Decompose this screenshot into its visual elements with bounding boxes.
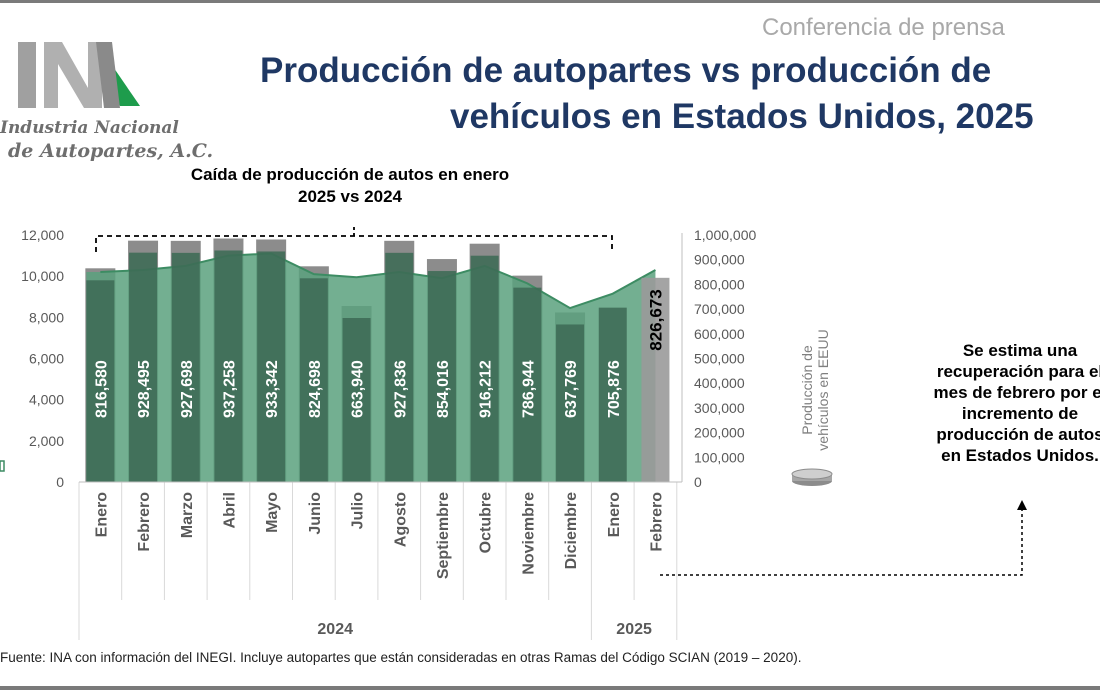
month-label: Enero — [93, 492, 110, 538]
bar-value-label: 928,495 — [136, 360, 153, 418]
bar — [470, 255, 499, 482]
bar-value-label: 705,876 — [606, 360, 623, 418]
month-label: Febrero — [136, 492, 153, 552]
legend-swatch-icon — [791, 468, 833, 480]
ina-logo — [0, 36, 190, 166]
month-label: Agosto — [392, 492, 409, 547]
month-label: Noviembre — [520, 492, 537, 575]
bar-value-label: 933,342 — [264, 360, 281, 418]
bar — [598, 307, 627, 482]
bar-value-label: 824,698 — [307, 360, 324, 418]
right-axis-tick: 500,000 — [694, 351, 745, 367]
left-axis-tick: 4,000 — [29, 392, 64, 408]
left-axis-tick: 0 — [56, 474, 64, 490]
bar — [427, 271, 456, 482]
bar-value-label: 916,212 — [478, 360, 495, 418]
month-label: Septiembre — [435, 492, 452, 579]
bar-value-label: 786,944 — [520, 360, 537, 418]
bar — [556, 324, 585, 482]
title-line2: vehículos en Estados Unidos, 2025 — [450, 97, 1034, 136]
ina-logo-mark — [18, 42, 140, 108]
bar — [171, 252, 200, 482]
logo-letter-a — [96, 42, 120, 108]
annotation-arrow — [660, 508, 1023, 576]
left-axis-tick: 12,000 — [21, 227, 64, 243]
bar-value-label: 927,698 — [179, 360, 196, 418]
top-border — [0, 0, 1100, 3]
bar-value-label: 937,258 — [221, 360, 238, 418]
bar — [214, 250, 243, 482]
right-axis-tick: 900,000 — [694, 252, 745, 268]
bar-value-label: 663,940 — [350, 360, 367, 418]
bar-value-label: 637,769 — [563, 360, 580, 418]
bar — [641, 277, 670, 482]
bar-value-label: 927,836 — [392, 360, 409, 418]
bar-value-label: 816,580 — [93, 360, 110, 418]
logo-letter-n — [44, 42, 102, 108]
right-axis-tick: 100,000 — [694, 449, 745, 465]
month-label: Abril — [221, 492, 238, 528]
month-label: Mayo — [264, 492, 281, 533]
bar — [385, 252, 414, 482]
right-axis-tick: 800,000 — [694, 276, 745, 292]
bottom-border — [0, 686, 1100, 690]
annotation-arrow-head — [1017, 500, 1027, 510]
annotation-recovery: Se estima una recuperación para el mes d… — [933, 341, 1100, 465]
title-line1: Producción de autopartes vs producción d… — [260, 51, 992, 90]
legend-label: vehículos en EEUU — [815, 329, 831, 450]
conference-label: Conferencia de prensa — [762, 14, 1005, 41]
month-label: Diciembre — [563, 492, 580, 569]
left-axis-tick: 6,000 — [29, 351, 64, 367]
right-axis-tick: 1,000,000 — [694, 227, 756, 243]
right-axis-tick: 200,000 — [694, 425, 745, 441]
right-axis-tick: 300,000 — [694, 400, 745, 416]
right-axis-tick: 600,000 — [694, 326, 745, 342]
left-axis-tick: 10,000 — [21, 268, 64, 284]
bar — [257, 251, 286, 482]
year-label: 2024 — [317, 621, 353, 638]
left-axis-tick: 8,000 — [29, 309, 64, 325]
right-axis-tick: 0 — [694, 474, 702, 490]
left-edge-mark — [0, 460, 5, 472]
month-label: Julio — [350, 492, 367, 530]
month-label: Marzo — [179, 492, 196, 538]
right-axis-tick: 400,000 — [694, 375, 745, 391]
bar — [513, 287, 542, 482]
logo-text-line1: Industria Nacional — [0, 118, 179, 138]
legend-label: Producción de — [799, 345, 815, 435]
left-axis-tick: 2,000 — [29, 433, 64, 449]
month-label: Octubre — [478, 492, 495, 553]
bar-value-label: 826,673 — [646, 289, 665, 350]
year-label: 2025 — [616, 621, 652, 638]
right-axis-tick: 700,000 — [694, 301, 745, 317]
bar — [299, 278, 328, 482]
logo-letter-i — [18, 42, 36, 108]
bar-value-label: 854,016 — [435, 360, 452, 418]
month-label: Febrero — [648, 492, 665, 552]
bar — [86, 280, 115, 482]
bar — [342, 318, 371, 482]
bar — [129, 252, 158, 482]
month-label: Junio — [307, 492, 324, 535]
month-label: Enero — [606, 492, 623, 538]
annotation-drop: Caída de producción de autos en enero 20… — [190, 165, 510, 206]
source-note: Fuente: INA con información del INEGI. I… — [0, 650, 802, 665]
logo-text-line2: de Autopartes, A.C. — [8, 140, 214, 162]
